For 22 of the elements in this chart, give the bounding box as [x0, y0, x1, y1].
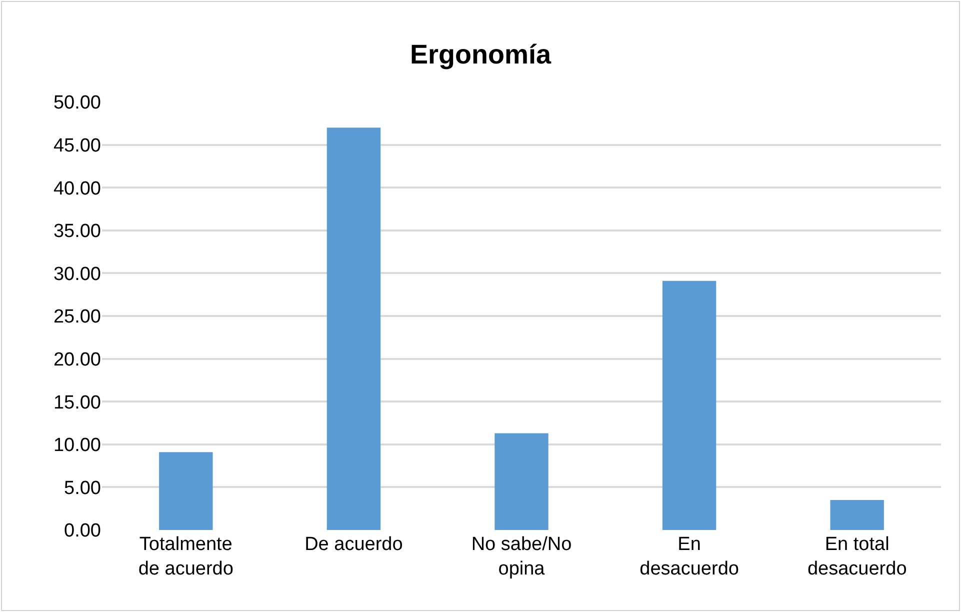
y-tick-label: 0.00	[64, 520, 101, 542]
y-tick-label: 30.00	[53, 264, 101, 285]
y-tick-label: 25.00	[53, 306, 101, 328]
chart-title: Ergonomía	[410, 39, 552, 70]
y-tick-label: 35.00	[53, 221, 101, 242]
bar	[326, 128, 381, 530]
y-tick-label: 45.00	[53, 135, 101, 156]
y-tick-label: 40.00	[53, 178, 101, 200]
x-tick-label: De acuerdo	[304, 534, 403, 555]
x-tick-label: No sabe/No opina	[471, 534, 572, 580]
y-tick-label: 5.00	[64, 478, 101, 499]
x-tick-label: Totalmente de acuerdo	[138, 534, 234, 580]
bar	[159, 452, 213, 530]
x-tick-label: En total desacuerdo	[807, 534, 907, 580]
bar	[662, 280, 716, 530]
x-tick-label: En desacuerdo	[640, 534, 739, 580]
bar	[494, 433, 548, 530]
y-tick-label: 10.00	[53, 435, 101, 456]
bar	[830, 500, 884, 530]
y-tick-label: 20.00	[53, 349, 101, 370]
y-tick-label: 50.00	[53, 92, 101, 114]
y-tick-label: 15.00	[53, 392, 101, 414]
